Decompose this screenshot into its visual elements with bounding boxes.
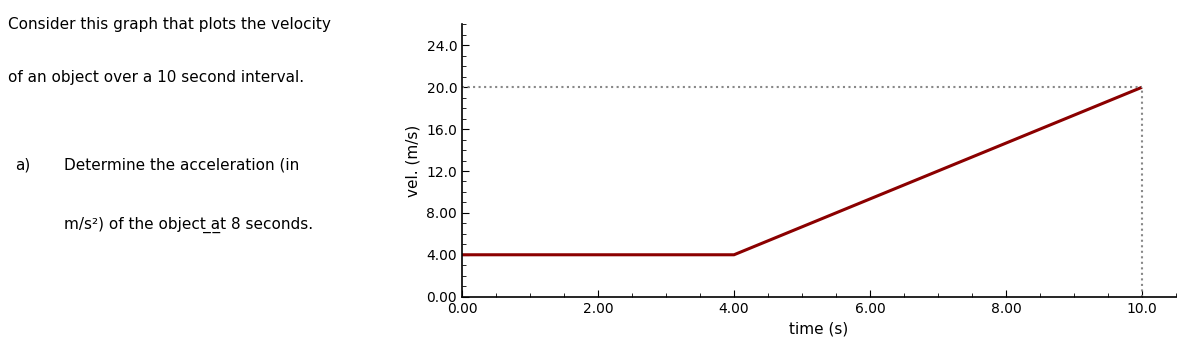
X-axis label: time (s): time (s) [790, 321, 848, 336]
Text: Determine the acceleration (in: Determine the acceleration (in [65, 157, 300, 172]
Text: Consider this graph that plots the velocity: Consider this graph that plots the veloc… [7, 17, 330, 32]
Text: of an object over a 10 second interval.: of an object over a 10 second interval. [7, 70, 304, 85]
Text: a): a) [16, 157, 30, 172]
Y-axis label: vel. (m/s): vel. (m/s) [406, 124, 421, 197]
Text: m/s²) of the object ̲a̲t 8 seconds.: m/s²) of the object ̲a̲t 8 seconds. [65, 216, 313, 232]
